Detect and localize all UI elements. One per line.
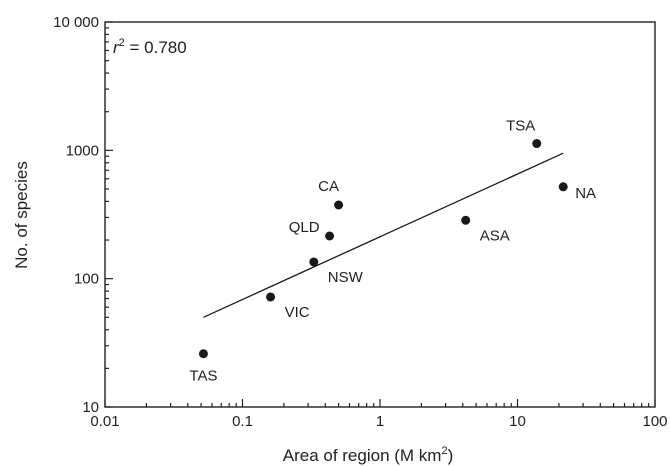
plot-frame <box>104 21 656 408</box>
point-label-vic: VIC <box>285 304 310 321</box>
point-ca <box>334 200 344 210</box>
y-tick-label: 10 000 <box>53 14 99 31</box>
r-symbol: r <box>113 38 120 57</box>
x-tick-label: 100 <box>642 413 667 430</box>
point-vic <box>266 292 276 302</box>
x-tick-label: 0.1 <box>232 413 253 430</box>
y-tick-label: 100 <box>74 271 99 288</box>
r-squared-value: = 0.780 <box>125 38 187 57</box>
point-label-tsa: TSA <box>506 118 535 135</box>
x-axis-title-exponent: 2 <box>441 445 447 457</box>
axes <box>104 21 656 408</box>
point-label-ca: CA <box>318 178 339 195</box>
point-asa <box>461 215 471 225</box>
point-label-asa: ASA <box>480 227 510 244</box>
regression-line <box>203 152 564 318</box>
data-points: TAS VIC NSW QLD CA ASA TSA NA <box>189 118 596 385</box>
point-label-qld: QLD <box>289 219 320 236</box>
x-tick-label: 1 <box>376 413 384 430</box>
point-label-nsw: NSW <box>328 269 364 286</box>
point-tsa <box>532 139 542 149</box>
ticks: 0.01 0.1 1 10 100 10 100 1000 10 000 <box>53 14 667 430</box>
point-qld <box>325 231 335 241</box>
y-tick-label: 10 <box>82 399 99 416</box>
fit-line-group <box>203 152 564 318</box>
x-axis-title: Area of region (M km2) <box>283 445 454 465</box>
x-tick-label: 0.01 <box>90 413 119 430</box>
point-na <box>558 182 568 192</box>
x-tick-label: 10 <box>509 413 526 430</box>
x-axis-title-text: Area of region (M km <box>283 446 442 465</box>
point-nsw <box>309 257 319 267</box>
y-axis-title: No. of species <box>12 161 31 269</box>
x-axis-title-close: ) <box>448 446 454 465</box>
r-squared-annotation: r2 = 0.780 <box>113 37 187 57</box>
point-tas <box>198 349 208 359</box>
r-squared-exponent: 2 <box>119 37 125 49</box>
y-tick-label: 1000 <box>66 142 99 159</box>
point-label-na: NA <box>575 185 596 202</box>
point-label-tas: TAS <box>189 368 217 385</box>
